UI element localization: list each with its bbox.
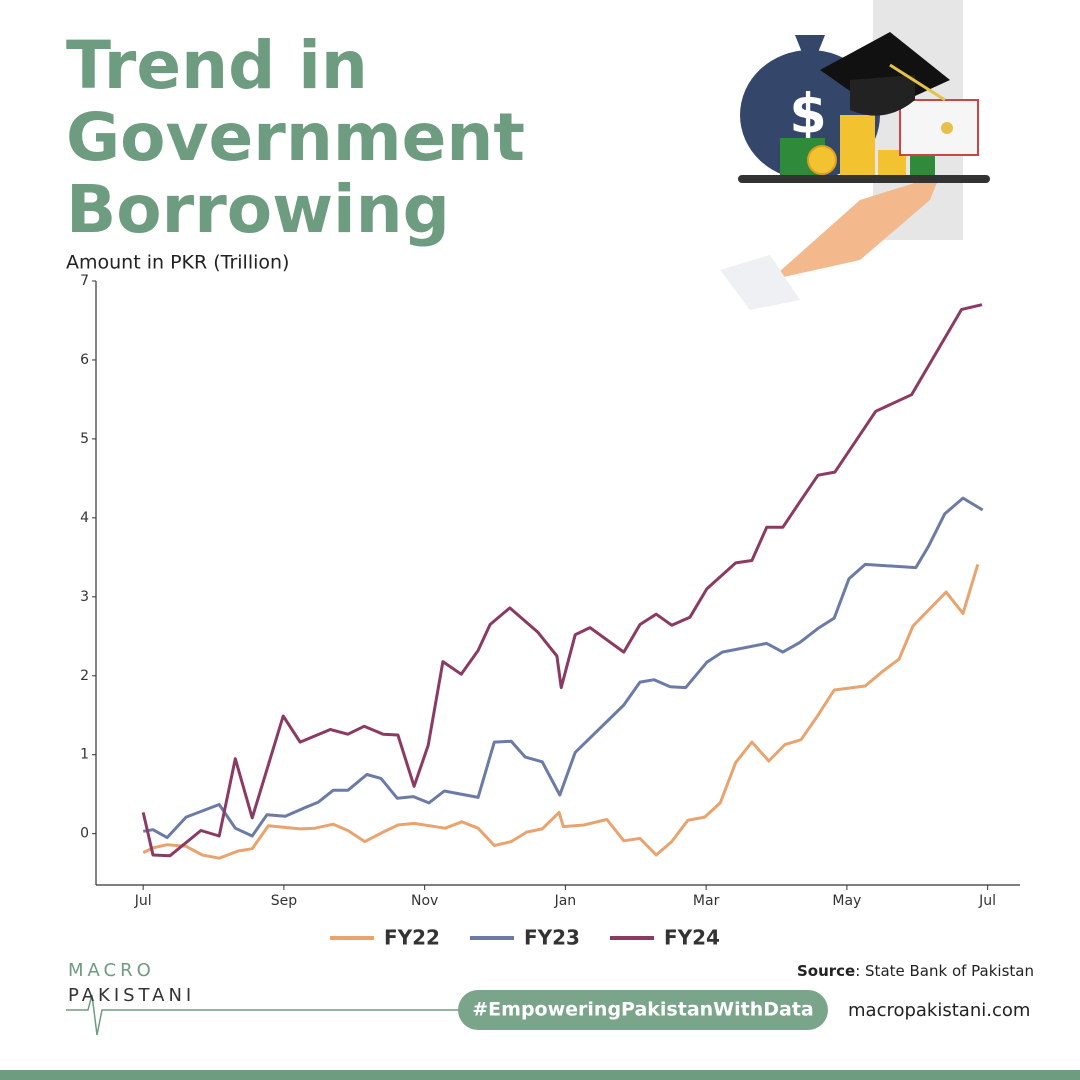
y-axis-label: Amount in PKR (Trillion): [66, 252, 289, 274]
y-tick-label: 4: [80, 510, 89, 526]
logo-pulse: [66, 994, 170, 1036]
y-tick-label: 5: [80, 431, 89, 447]
source-text: : State Bank of Pakistan: [855, 962, 1034, 980]
x-tick-label: Nov: [411, 893, 438, 909]
x-tick-label: Jan: [554, 893, 577, 909]
x-tick-label: Sep: [271, 893, 298, 909]
y-tick-label: 0: [80, 826, 89, 842]
y-tick-label: 6: [80, 352, 89, 368]
line-fy22: [142, 563, 980, 860]
source-label: Source: [797, 962, 855, 980]
x-tick-label: Mar: [693, 893, 720, 909]
x-tick-label: May: [832, 893, 861, 909]
y-tick-label: 3: [80, 589, 89, 605]
logo-bottom: PAKISTANI: [68, 985, 195, 1006]
x-tick-label: Jul: [978, 893, 996, 909]
line-fy23: [142, 496, 984, 840]
chart-title: Trend in Government Borrowing: [66, 27, 525, 248]
line-fy24: [141, 303, 983, 858]
y-tick-label: 7: [80, 273, 89, 289]
legend-label: FY24: [664, 926, 720, 950]
hashtag-pill: [458, 990, 828, 1030]
plot: 0 1 2 3 4 5 6 7 Jul Sep Nov Jan Mar May Jul FY22 FY23 FY2…: [80, 273, 996, 950]
website: macropakistani.com: [848, 1000, 1030, 1021]
source: Source: State Bank of Pakistan: [797, 962, 1034, 980]
legend-label: FY23: [524, 926, 580, 950]
footer-bar: [0, 1070, 1080, 1080]
hashtag: #EmpoweringPakistanWithData: [472, 999, 814, 1021]
y-tick-label: 1: [80, 747, 89, 763]
illustration: $: [720, 0, 990, 310]
logo-top: MACRO: [68, 960, 155, 981]
x-tick-label: Jul: [134, 893, 152, 909]
svg-text:$: $: [789, 83, 827, 146]
legend-label: FY22: [384, 926, 440, 950]
y-tick-label: 2: [80, 668, 89, 684]
